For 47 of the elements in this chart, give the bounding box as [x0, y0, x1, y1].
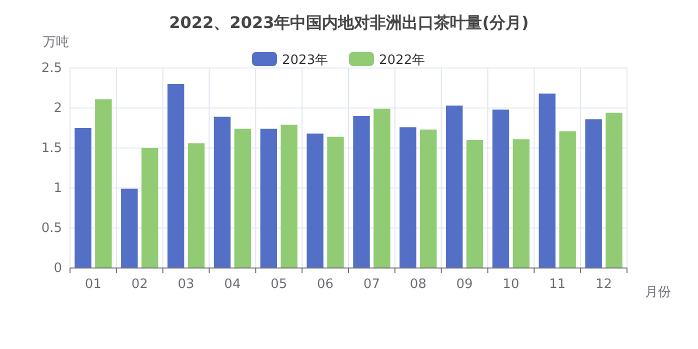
bar: [585, 119, 602, 268]
x-tick-label: 09: [456, 277, 473, 292]
bar: [374, 108, 390, 268]
bar: [606, 112, 622, 268]
bar: [74, 128, 92, 268]
x-tick-label: 06: [317, 277, 334, 292]
chart-title: 2022、2023年中国内地对非洲出口茶叶量(分月): [169, 13, 529, 32]
x-tick-label: 12: [596, 277, 612, 292]
y-axis-title: 万吨: [43, 35, 69, 50]
bar: [492, 110, 510, 268]
bar: [141, 148, 158, 268]
bar: [167, 84, 184, 268]
legend-label: 2023年: [282, 53, 328, 68]
bar: [280, 124, 298, 268]
y-tick-label: 1: [54, 181, 62, 196]
bar: [446, 106, 463, 268]
bar: [400, 127, 416, 268]
y-tick-label: 0: [54, 261, 62, 276]
bar: [353, 116, 370, 268]
bar: [559, 131, 576, 268]
x-tick-label: 01: [84, 277, 102, 292]
bar: [214, 116, 231, 268]
bar: [260, 128, 278, 268]
bar: [95, 99, 112, 268]
legend-label: 2022年: [379, 53, 426, 68]
x-tick-label: 03: [178, 277, 194, 292]
y-tick-label: 1.5: [41, 141, 62, 156]
bar: [234, 128, 252, 268]
x-tick-label: 10: [502, 277, 520, 292]
bar: [306, 134, 324, 268]
x-tick-label: 02: [131, 277, 148, 292]
bar: [420, 130, 437, 268]
bar: [512, 139, 530, 268]
y-tick-label: 0.5: [41, 221, 62, 236]
bar: [538, 94, 556, 268]
x-tick-label: 11: [549, 277, 566, 292]
x-tick-label: 07: [363, 277, 380, 292]
x-tick-label: 05: [270, 277, 288, 292]
bar: [327, 136, 344, 268]
x-axis-title: 月份: [645, 285, 671, 300]
x-tick-label: 08: [410, 277, 426, 292]
bar: [121, 188, 138, 268]
y-tick-label: 2: [54, 101, 62, 116]
y-tick-label: 2.5: [41, 61, 62, 76]
x-tick-label: 04: [224, 277, 241, 292]
bar: [188, 143, 205, 268]
bar: [466, 140, 484, 268]
